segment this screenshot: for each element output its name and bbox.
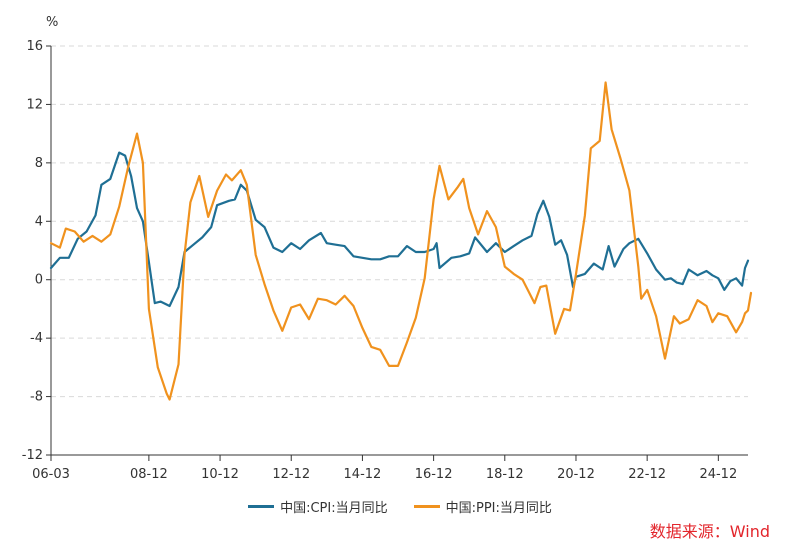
y-tick-label: -8 <box>30 390 43 405</box>
x-tick-label: 14-12 <box>344 467 382 482</box>
line-chart: 16 12 8 4 0 -4 -8 -12 06-03 08-12 10-12 12-12 14-12 1… <box>22 15 753 482</box>
legend-label-cpi: 中国:CPI:当月同比 <box>280 500 388 516</box>
x-tick-label: 16-12 <box>415 467 453 482</box>
y-tick-label: -4 <box>30 331 43 346</box>
y-tick-label: 4 <box>35 214 43 229</box>
legend-label-ppi: 中国:PPI:当月同比 <box>445 500 552 516</box>
y-tick-label: 0 <box>35 273 43 288</box>
series-lines <box>49 81 753 401</box>
y-tick-label: 12 <box>26 97 43 112</box>
x-tick-label: 12-12 <box>272 467 310 482</box>
series-line-cpi <box>49 151 750 308</box>
x-tick-label: 20-12 <box>557 467 595 482</box>
x-tick-label: 06-03 <box>32 467 70 482</box>
axes: 16 12 8 4 0 -4 -8 -12 06-03 08-12 10-12 12-12 14-12 1… <box>22 39 748 482</box>
grid-lines <box>51 45 748 398</box>
y-tick-label: -12 <box>22 448 43 463</box>
y-axis-unit-label: % <box>46 15 58 30</box>
legend-item-cpi[interactable]: 中国:CPI:当月同比 <box>248 497 388 516</box>
x-tick-label: 22-12 <box>628 467 666 482</box>
legend: 中国:CPI:当月同比 中国:PPI:当月同比 <box>0 494 800 518</box>
y-tick-label: 8 <box>35 156 43 171</box>
x-tick-label: 24-12 <box>699 467 737 482</box>
x-tick-label: 10-12 <box>201 467 239 482</box>
x-tick-label: 18-12 <box>486 467 524 482</box>
legend-swatch-cpi <box>248 504 275 508</box>
x-tick-label: 08-12 <box>130 467 168 482</box>
legend-swatch-ppi <box>413 504 440 508</box>
legend-item-ppi[interactable]: 中国:PPI:当月同比 <box>413 497 552 516</box>
y-tick-label: 16 <box>26 39 43 54</box>
source-note: 数据来源：Wind <box>649 522 770 541</box>
series-line-ppi <box>49 81 753 401</box>
